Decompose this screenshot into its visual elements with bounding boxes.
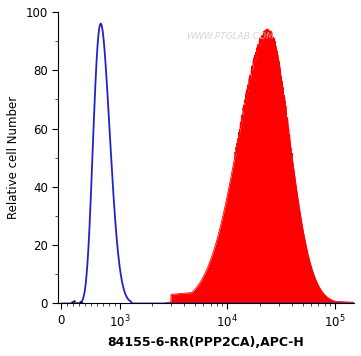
Text: WWW.PTGLAB.COM: WWW.PTGLAB.COM	[186, 32, 274, 41]
Y-axis label: Relative cell Number: Relative cell Number	[7, 96, 20, 219]
X-axis label: 84155-6-RR(PPP2CA),APC-H: 84155-6-RR(PPP2CA),APC-H	[108, 336, 304, 349]
